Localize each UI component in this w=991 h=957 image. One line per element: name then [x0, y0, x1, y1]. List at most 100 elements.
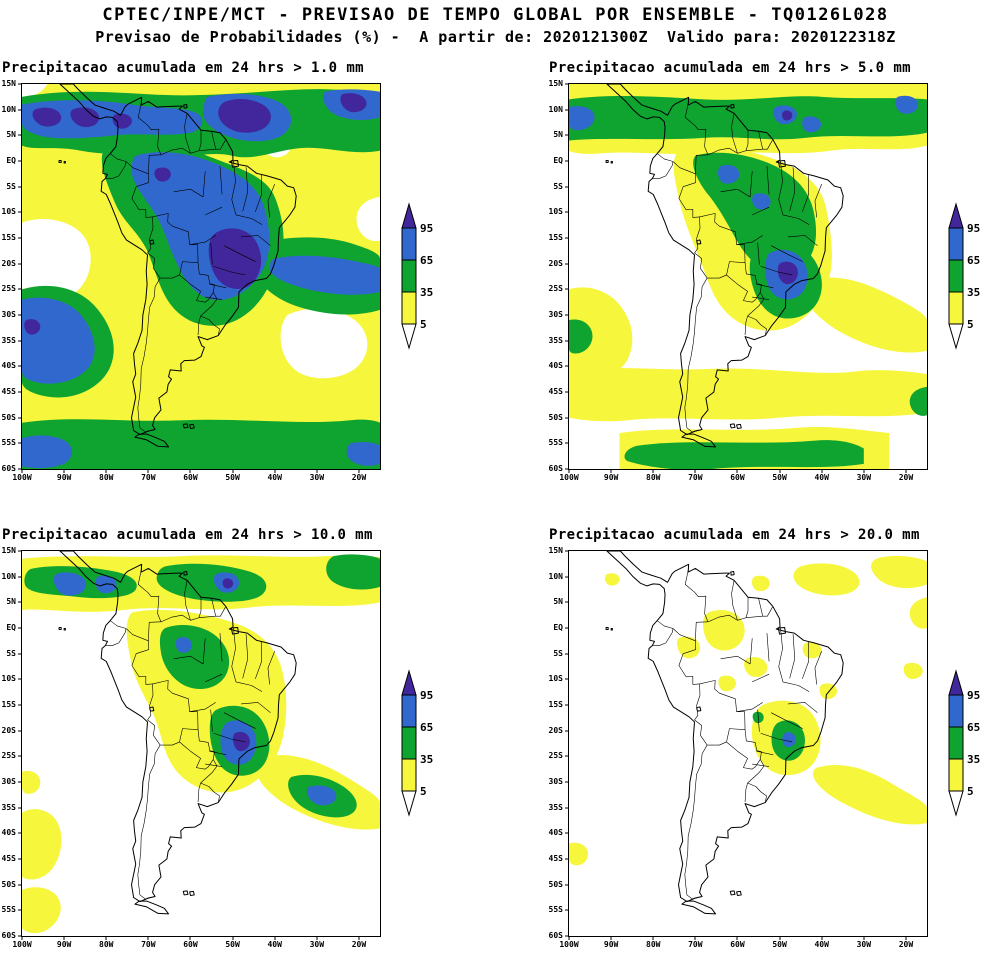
coastline	[611, 162, 612, 164]
colorbar-top-arrow	[401, 669, 417, 696]
lon-tick	[610, 469, 612, 473]
country-border	[707, 275, 726, 278]
country-border	[771, 713, 803, 729]
lat-tick-label: 40S	[1, 361, 16, 371]
lat-tick	[565, 935, 569, 937]
probability-region-green	[569, 319, 593, 354]
country-border	[673, 629, 696, 650]
colorbar-segment-yellow	[948, 291, 964, 325]
probability-region-yellow	[22, 809, 62, 880]
lon-tick	[779, 469, 781, 473]
country-border	[110, 621, 126, 629]
country-border	[790, 167, 795, 211]
lat-tick-label: 5S	[553, 648, 563, 658]
country-border	[201, 759, 217, 783]
country-border	[198, 730, 214, 760]
probability-region-yellow	[751, 575, 770, 592]
lon-tick-label: 40W	[814, 940, 829, 949]
colorbar-label: 35	[420, 753, 433, 766]
lat-tick-label: 20S	[1, 258, 16, 268]
lon-tick-label: 40W	[267, 473, 282, 482]
country-border	[727, 729, 746, 742]
probability-region-green	[624, 440, 864, 469]
country-border	[160, 275, 179, 278]
lon-tick	[147, 936, 149, 940]
lat-tick	[18, 935, 22, 937]
lat-tick	[18, 884, 22, 886]
colorbar: 95 65 35 5	[401, 669, 433, 817]
country-border	[161, 148, 190, 155]
lat-tick	[565, 627, 569, 629]
colorbar-segment-blue	[948, 227, 964, 261]
lon-tick	[779, 936, 781, 940]
coastline	[231, 160, 238, 167]
lat-tick	[565, 263, 569, 265]
colorbar-label: 35	[420, 286, 433, 299]
coastline	[183, 891, 188, 895]
country-border	[685, 745, 707, 899]
probability-region-white	[280, 308, 368, 379]
country-border	[224, 246, 256, 262]
lat-tick-label: 10S	[1, 207, 16, 217]
country-border	[241, 235, 270, 245]
coastline	[682, 901, 716, 914]
probability-region-green	[909, 386, 927, 416]
lat-tick	[565, 884, 569, 886]
colorbar-label: 65	[420, 721, 433, 734]
coastline	[611, 629, 612, 631]
lat-tick-label: 20S	[548, 725, 563, 735]
country-border	[198, 316, 201, 335]
country-border	[148, 622, 161, 641]
colorbar-label: 5	[967, 318, 974, 331]
country-border	[759, 131, 763, 149]
country-border	[199, 149, 216, 151]
panels-grid: Precipitacao acumulada em 24 hrs > 1.0 m…	[0, 60, 991, 949]
country-border	[771, 246, 803, 262]
coastline	[778, 160, 785, 167]
lat-tick	[18, 832, 22, 834]
country-border	[750, 638, 752, 664]
country-border	[752, 297, 769, 300]
lat-tick-label: 25S	[548, 751, 563, 761]
country-border	[132, 183, 153, 218]
country-border	[652, 629, 673, 646]
lat-tick	[565, 653, 569, 655]
lon-tick-label: 100W	[559, 940, 579, 949]
colorbar-label: 95	[967, 689, 980, 702]
country-border	[236, 682, 262, 692]
country-border	[161, 615, 190, 622]
lon-tick	[105, 936, 107, 940]
country-border	[657, 154, 673, 162]
lat-tick-label: 50S	[548, 412, 563, 422]
lon-tick-label: 30W	[856, 473, 872, 482]
map-canvas	[569, 84, 927, 469]
colorbar-label: 65	[967, 721, 980, 734]
country-border	[190, 235, 216, 244]
country-border	[148, 217, 153, 253]
country-border	[232, 627, 236, 681]
lat-tick-label: 60S	[548, 464, 563, 473]
probability-region-yellow	[718, 675, 736, 692]
country-border	[748, 759, 764, 783]
coastline	[731, 105, 734, 109]
lon-tick-label: 60W	[183, 940, 198, 949]
lon-tick-label: 100W	[12, 473, 32, 482]
country-border	[763, 139, 773, 149]
country-border	[211, 243, 213, 265]
country-border	[220, 166, 222, 194]
probability-region-yellow	[871, 555, 927, 589]
lat-tick-label: 50S	[1, 879, 16, 889]
forecast-page: CPTEC/INPE/MCT - PREVISAO DE TEMPO GLOBA…	[0, 5, 991, 949]
coastline	[135, 434, 169, 447]
probability-region-white	[22, 218, 91, 304]
lat-tick	[18, 365, 22, 367]
lon-tick	[736, 469, 738, 473]
colorbar-segment-yellow	[948, 758, 964, 792]
country-border	[748, 783, 767, 803]
lon-tick	[652, 469, 654, 473]
country-border	[788, 235, 817, 245]
map-frame: 15N 10N 5N EQ 5S 10S 15S 20S 25S 30S 35S 40S 45S 50S 5…	[549, 547, 928, 949]
country-border	[201, 316, 220, 336]
country-border	[174, 189, 203, 197]
lat-tick-label: 30S	[548, 310, 563, 319]
